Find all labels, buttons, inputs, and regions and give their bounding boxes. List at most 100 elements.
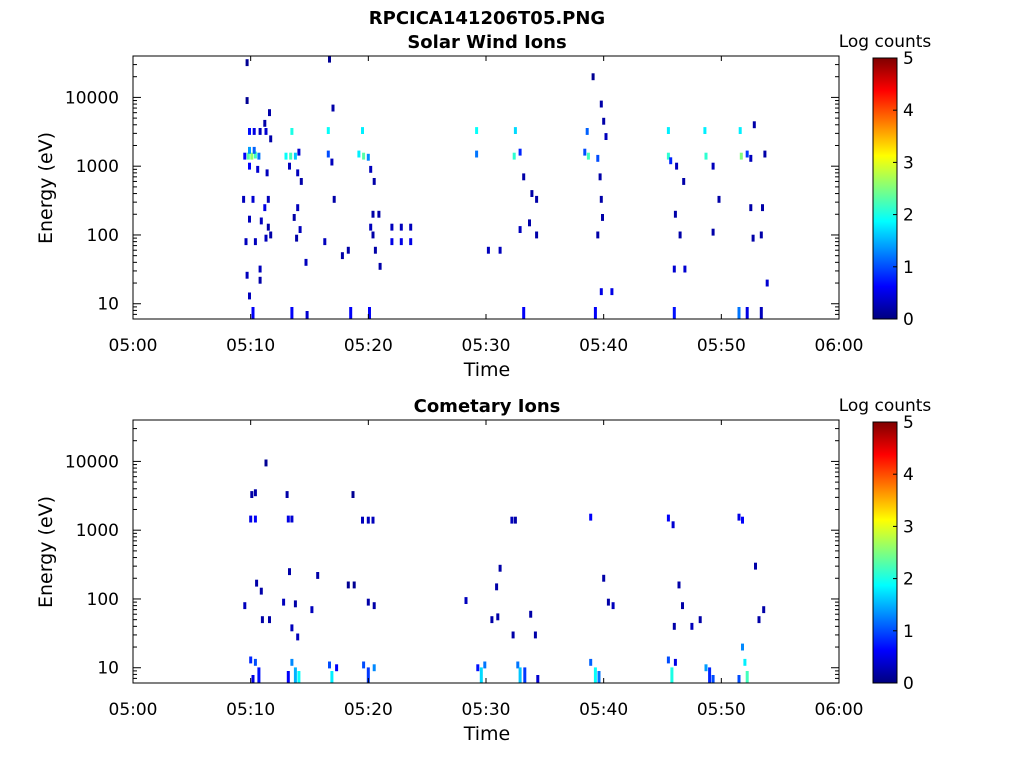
solar-wind-panel: Solar Wind Ions 05:00 05:10 05:20 05:30 05:4… [35, 32, 931, 381]
heatmap-cell [741, 516, 744, 524]
heatmap-cell [498, 246, 502, 254]
heatmap-cell [763, 150, 767, 158]
heatmap-cell [479, 667, 483, 683]
heatmap-cell [290, 515, 294, 523]
heatmap-cell [512, 152, 516, 160]
heatmap-cell [368, 307, 371, 319]
heatmap-cell [682, 178, 686, 185]
heatmap-cell [366, 153, 370, 161]
cometary-x-label: Time [463, 723, 511, 745]
heatmap-cell [371, 210, 375, 218]
heatmap-cell [310, 606, 314, 614]
heatmap-cell [243, 602, 247, 610]
heatmap-cell [362, 152, 366, 160]
heatmap-cell [765, 279, 769, 287]
heatmap-cell [340, 252, 344, 260]
heatmap-cell [602, 574, 606, 582]
heatmap-cell [523, 667, 527, 683]
heatmap-cell [599, 100, 603, 108]
heatmap-cell [357, 150, 361, 158]
heatmap-cell [498, 564, 502, 572]
x-tick-label: 05:40 [579, 336, 628, 356]
y-tick-label: 100 [87, 226, 119, 246]
y-tick-label: 10 [97, 659, 119, 679]
heatmap-cell [361, 516, 364, 524]
solar-wind-x-axis: 05:00 05:10 05:20 05:30 05:40 05:50 06:00 [109, 56, 864, 356]
heatmap-cell [672, 265, 676, 273]
solar-wind-heatmap-cells [242, 56, 769, 319]
cometary-x-axis: 05:00 05:10 05:20 05:30 05:40 05:50 06:00 [109, 420, 864, 720]
y-tick-label: 1000 [76, 157, 119, 177]
heatmap-cell [297, 148, 301, 156]
heatmap-cell [377, 210, 381, 218]
heatmap-cell [248, 215, 251, 223]
heatmap-cell [284, 152, 288, 160]
heatmap-cell [328, 56, 331, 63]
heatmap-cell [585, 128, 589, 135]
heatmap-cell [330, 671, 334, 683]
heatmap-cell [362, 661, 366, 669]
x-tick-label: 05:30 [462, 700, 511, 720]
heatmap-cell [673, 210, 677, 218]
heatmap-cell [739, 152, 743, 160]
heatmap-cell [378, 262, 382, 270]
colorbar-tick-label: 4 [903, 465, 914, 485]
heatmap-cell [598, 173, 602, 181]
solar-wind-title: Solar Wind Ions [407, 32, 566, 53]
heatmap-cell [738, 127, 742, 134]
heatmap-cell [298, 226, 302, 233]
heatmap-cell [346, 246, 350, 254]
heatmap-cell [518, 226, 522, 233]
heatmap-cell [288, 162, 291, 170]
heatmap-cell [258, 265, 262, 273]
x-tick-label: 05:00 [109, 700, 158, 720]
heatmap-cell [604, 133, 608, 140]
heatmap-cell [253, 238, 257, 246]
y-tick-label: 1000 [76, 521, 119, 541]
heatmap-cell [288, 568, 291, 576]
heatmap-cell [601, 214, 604, 221]
figure-filename-title: RPCICA141206T05.PNG [369, 8, 605, 29]
heatmap-cell [681, 602, 684, 610]
heatmap-cell [464, 597, 468, 604]
heatmap-cell [717, 195, 721, 203]
heatmap-cell [293, 152, 297, 160]
y-tick-label: 100 [87, 590, 119, 610]
x-tick-label: 05:40 [579, 700, 628, 720]
heatmap-cell [366, 516, 370, 524]
heatmap-cell [282, 598, 286, 606]
heatmap-cell [666, 127, 670, 134]
heatmap-cell [759, 307, 763, 319]
heatmap-cell [246, 152, 250, 160]
heatmap-cell [352, 581, 356, 589]
heatmap-cell [372, 178, 376, 185]
heatmap-cell [292, 214, 296, 221]
heatmap-cell [264, 459, 268, 467]
heatmap-cell [253, 151, 257, 159]
heatmap-cell [749, 154, 753, 162]
heatmap-cell [496, 613, 500, 621]
heatmap-cell [242, 195, 246, 203]
heatmap-cell [248, 128, 251, 135]
heatmap-cell [602, 117, 606, 125]
heatmap-cell [253, 515, 257, 523]
heatmap-cell [518, 667, 522, 683]
heatmap-cell [296, 633, 300, 641]
solar-wind-y-label: Energy (eV) [35, 132, 57, 244]
heatmap-cell [671, 521, 675, 529]
heatmap-cell [252, 146, 256, 154]
heatmap-cell [483, 661, 487, 669]
heatmap-cell [372, 664, 376, 672]
heatmap-cell [599, 195, 603, 203]
heatmap-cell [606, 598, 610, 606]
x-tick-label: 05:20 [344, 700, 393, 720]
x-tick-label: 05:30 [462, 336, 511, 356]
heatmap-cell [304, 258, 308, 266]
heatmap-cell [677, 581, 681, 589]
solar-wind-colorbar [872, 57, 898, 320]
heatmap-cell [589, 658, 593, 666]
heatmap-cell [475, 150, 479, 158]
colorbar-tick-label: 0 [903, 310, 914, 330]
heatmap-cell [293, 667, 297, 683]
